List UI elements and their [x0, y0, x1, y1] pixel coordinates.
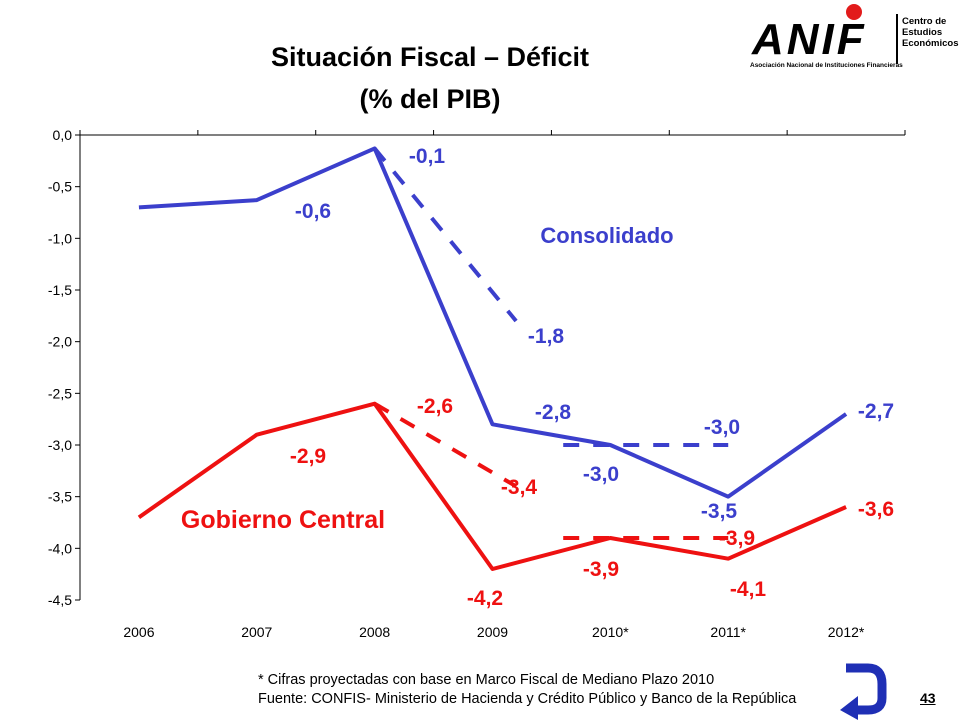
y-tick-label: 0,0 — [53, 127, 73, 143]
logo-caption: Asociación Nacional de Instituciones Fin… — [750, 62, 903, 69]
chart-title-line1: Situación Fiscal – Déficit — [270, 42, 590, 72]
data-label-consolidado: -1,8 — [528, 325, 565, 348]
data-label-consolidado: -3,0 — [583, 463, 619, 486]
chart-title: Situación Fiscal – Déficit (% del PIB) — [180, 36, 680, 120]
data-label-gobierno-central: -4,1 — [730, 578, 767, 601]
data-label-consolidado: -3,0 — [704, 416, 740, 439]
chart-data-labels: -0,1 -0,6 -1,8 -2,8 -3,0 -3,0 -3,5 -2,7 -2,6 -2,9… — [181, 145, 894, 610]
x-tick-label: 2006 — [123, 624, 154, 640]
page-number: 43 — [920, 690, 936, 706]
data-label-gobierno-central: -3,9 — [719, 527, 755, 550]
data-label-gobierno-central: -2,9 — [290, 445, 326, 468]
x-tick-label: 2012* — [828, 624, 865, 640]
data-label-gobierno-central: -3,4 — [501, 476, 538, 499]
chart-title-line2: (% del PIB) — [359, 84, 501, 114]
data-label-consolidado: -2,8 — [535, 401, 572, 424]
footnote: * Cifras proyectadas con base en Marco F… — [258, 671, 796, 709]
x-tick-label: 2011* — [710, 624, 746, 640]
data-label-consolidado: -3,5 — [701, 500, 738, 523]
y-tick-label: -0,5 — [48, 179, 72, 195]
logo-center-line3: Económicos — [902, 38, 959, 49]
chart-axes: 0,0 -0,5 -1,0 -1,5 -2,0 -2,5 -3,0 -3,5 -4,0 -4,5 2… — [48, 127, 906, 640]
anif-logo: ANIF Centro de Estudios Económicos Asoci… — [740, 4, 959, 74]
y-tick-label: -1,0 — [48, 230, 72, 246]
y-tick-label: -4,5 — [48, 592, 72, 608]
data-label-gobierno-central: -3,9 — [583, 558, 619, 581]
x-tick-label: 2007 — [241, 624, 272, 640]
logo-divider — [896, 14, 898, 64]
logo-red-dot — [846, 4, 862, 20]
series-line-consolidado — [138, 146, 848, 499]
y-tick-label: -2,5 — [48, 385, 72, 401]
y-tick-label: -3,0 — [48, 437, 72, 453]
y-tick-label: -3,5 — [48, 489, 72, 505]
chart-lines — [137, 146, 848, 571]
series-label-consolidado: Consolidado — [540, 223, 673, 248]
data-label-consolidado: -0,6 — [295, 200, 331, 223]
logo-wordmark: ANIF — [752, 15, 867, 64]
y-tick-label: -4,0 — [48, 540, 72, 556]
logo-center-text: Centro de Estudios Económicos — [902, 16, 959, 49]
y-tick-label: -1,5 — [48, 282, 72, 298]
data-label-gobierno-central: -3,6 — [858, 498, 894, 521]
series-line-gobierno-central — [137, 401, 847, 571]
logo-center-line1: Centro de — [902, 16, 947, 27]
footnote-projection: * Cifras proyectadas con base en Marco F… — [258, 672, 715, 688]
data-label-consolidado: -0,1 — [409, 145, 446, 168]
footnote-source: Fuente: CONFIS- Ministerio de Hacienda y… — [258, 691, 797, 707]
back-arrow-icon[interactable] — [838, 662, 890, 720]
data-label-consolidado: -2,7 — [858, 400, 894, 423]
data-label-gobierno-central: -4,2 — [467, 587, 503, 610]
x-tick-label: 2009 — [477, 624, 508, 640]
series-label-gobierno-central: Gobierno Central — [181, 506, 385, 534]
y-tick-label: -2,0 — [48, 334, 72, 350]
logo-center-line2: Estudios — [902, 27, 943, 38]
projection-line-consolidado-0 — [373, 147, 518, 323]
x-tick-label: 2008 — [359, 624, 390, 640]
x-tick-label: 2010* — [592, 624, 629, 640]
data-label-gobierno-central: -2,6 — [417, 395, 453, 418]
